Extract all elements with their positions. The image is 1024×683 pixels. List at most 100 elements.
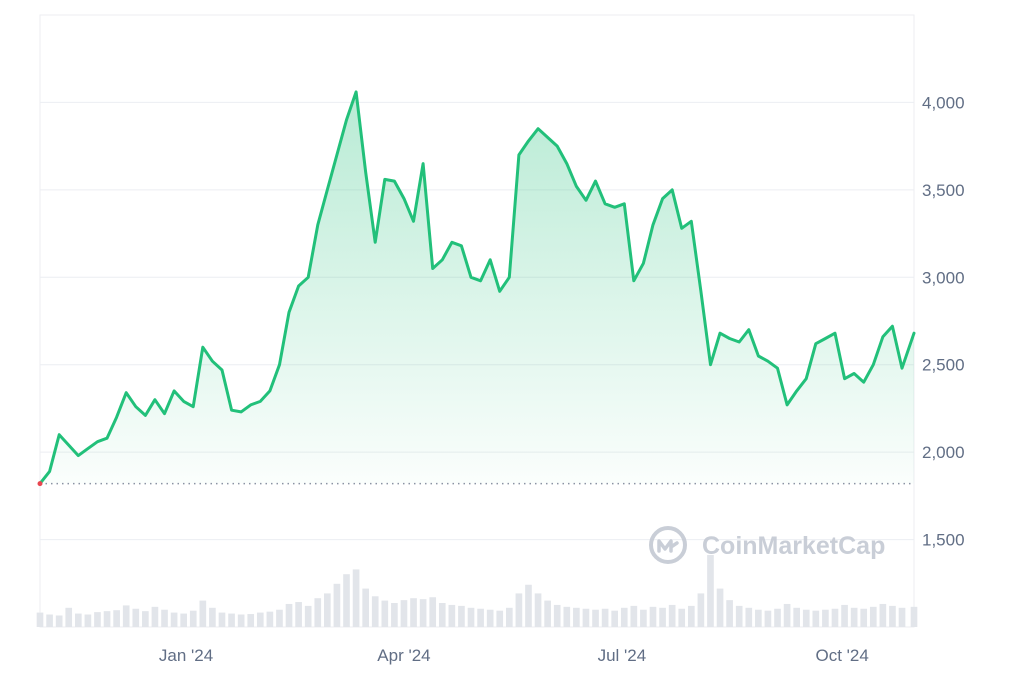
volume-bar — [831, 608, 839, 627]
volume-bar — [429, 597, 437, 627]
volume-bar — [889, 605, 896, 627]
volume-bar — [180, 613, 187, 627]
volume-bar — [563, 606, 571, 627]
volume-bar — [534, 593, 542, 627]
volume-bar — [170, 612, 178, 627]
volume-bar — [438, 603, 446, 627]
y-axis-ticks: 1,500 2,000 2,500 3,000 3,500 4,000 — [922, 93, 965, 549]
volume-bar — [910, 606, 918, 627]
volume-bar — [553, 604, 561, 627]
volume-bar — [362, 588, 369, 627]
y-tick-label: 2,000 — [922, 443, 965, 462]
volume-bar — [822, 609, 829, 627]
volume-bar — [630, 605, 638, 627]
y-tick-label: 2,500 — [922, 356, 965, 375]
volume-bars — [36, 555, 918, 627]
volume-bar — [228, 613, 235, 627]
volume-bar — [295, 602, 302, 627]
volume-bar — [218, 612, 226, 627]
volume-bar — [898, 607, 906, 627]
volume-bar — [745, 607, 753, 627]
volume-bar — [36, 612, 44, 627]
volume-bar — [400, 600, 408, 627]
volume-bar — [515, 593, 523, 627]
volume-bar — [755, 609, 762, 627]
price-area — [40, 91, 914, 484]
volume-bar — [352, 569, 360, 627]
volume-bar — [142, 611, 149, 627]
volume-bar — [649, 606, 657, 627]
volume-bar — [304, 605, 312, 627]
volume-bar — [582, 608, 590, 627]
volume-bar — [716, 588, 724, 627]
y-tick-label: 3,500 — [922, 181, 965, 200]
volume-bar — [343, 574, 350, 627]
y-tick-label: 3,000 — [922, 268, 965, 287]
volume-bar — [256, 612, 264, 627]
volume-bar — [601, 608, 609, 627]
volume-bar — [314, 598, 322, 627]
volume-bar — [103, 611, 111, 627]
volume-bar — [668, 604, 676, 627]
volume-bar — [477, 608, 484, 627]
volume-bar — [486, 609, 494, 627]
volume-bar — [687, 605, 695, 627]
x-axis-ticks: Jan '24 Apr '24 Jul '24 Oct '24 — [159, 646, 869, 665]
volume-bar — [333, 583, 341, 627]
volume-bar — [410, 598, 417, 627]
plot-frame — [39, 14, 915, 628]
volume-bar — [544, 600, 551, 627]
volume-bar — [266, 611, 274, 627]
volume-bar — [678, 608, 686, 627]
volume-bar — [237, 614, 245, 627]
volume-bar — [74, 613, 82, 627]
volume-bar — [783, 603, 791, 627]
volume-bar — [161, 609, 168, 627]
x-tick-label: Oct '24 — [816, 646, 869, 665]
volume-bar — [506, 607, 513, 627]
volume-bar — [774, 608, 781, 627]
volume-bar — [697, 593, 705, 627]
x-tick-label: Apr '24 — [377, 646, 430, 665]
x-tick-label: Jan '24 — [159, 646, 213, 665]
start-marker — [37, 481, 43, 487]
volume-bar — [276, 609, 283, 627]
volume-bar — [285, 603, 293, 627]
volume-bar — [869, 606, 877, 627]
volume-bar — [458, 605, 465, 627]
watermark: CoinMarketCap — [649, 526, 885, 564]
volume-bar — [247, 614, 255, 627]
volume-bar — [132, 608, 140, 627]
volume-bar — [611, 610, 619, 627]
volume-bar — [209, 607, 216, 627]
volume-bar — [735, 605, 743, 627]
volume-bar — [122, 605, 130, 627]
volume-bar — [46, 614, 53, 627]
volume-bar — [84, 614, 92, 627]
volume-bar — [467, 607, 475, 627]
volume-bar — [841, 604, 848, 627]
volume-bar — [324, 593, 331, 627]
volume-bar — [659, 607, 666, 627]
volume-bar — [55, 615, 63, 627]
volume-bar — [448, 604, 456, 627]
volume-bar — [640, 609, 647, 627]
volume-bar — [707, 555, 714, 627]
volume-bar — [879, 603, 887, 627]
volume-bar — [573, 607, 580, 627]
watermark-text: CoinMarketCap — [702, 532, 885, 560]
volume-bar — [850, 607, 858, 627]
volume-bar — [189, 610, 197, 627]
volume-bar — [419, 599, 427, 627]
y-tick-label: 4,000 — [922, 93, 965, 112]
volume-bar — [151, 606, 159, 627]
volume-bar — [113, 610, 120, 627]
volume-bar — [391, 603, 398, 627]
y-tick-label: 1,500 — [922, 531, 965, 550]
volume-bar — [726, 600, 733, 627]
volume-bar — [592, 609, 599, 627]
volume-bar — [525, 584, 532, 627]
volume-bar — [764, 610, 772, 627]
volume-bar — [802, 609, 810, 627]
volume-bar — [496, 610, 504, 627]
